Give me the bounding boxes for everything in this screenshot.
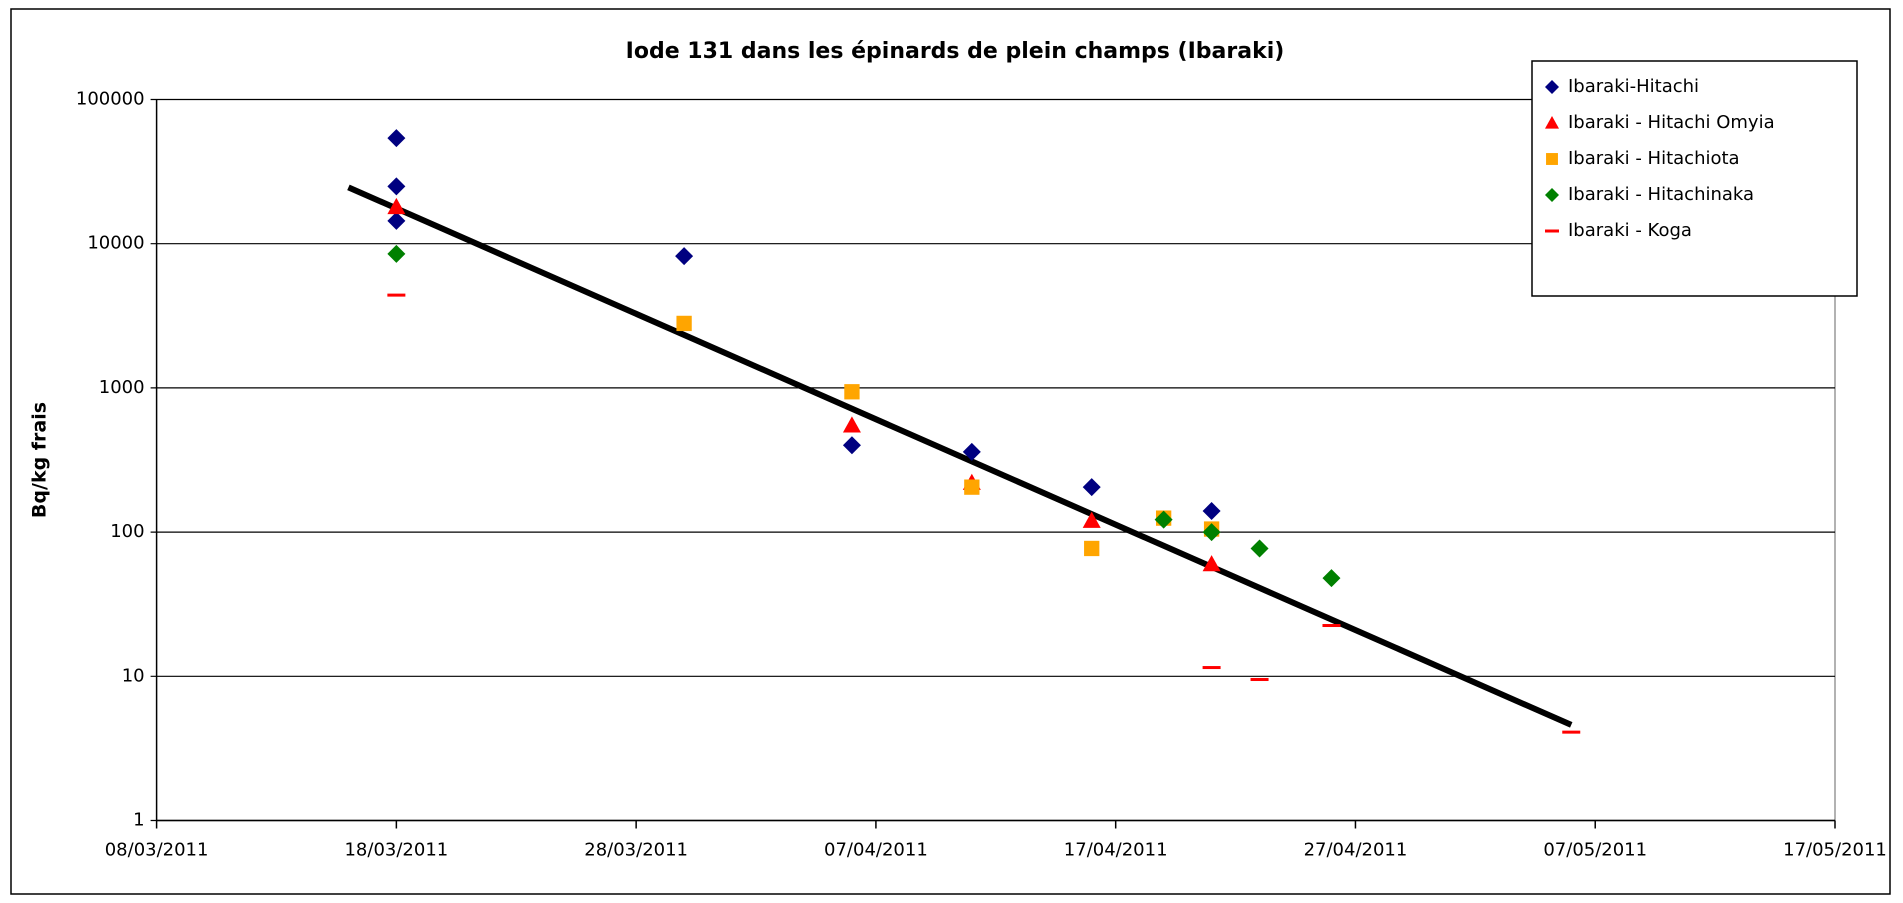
x-tick-label: 18/03/2011	[344, 840, 448, 861]
legend-label: Ibaraki-Hitachi	[1568, 76, 1699, 97]
legend-marker	[1545, 80, 1559, 94]
marker	[387, 129, 406, 148]
marker	[1250, 678, 1269, 682]
marker	[1562, 730, 1581, 734]
legend-marker	[1545, 229, 1559, 233]
marker	[387, 211, 406, 230]
legend-label: Ibaraki - Hitachinaka	[1568, 184, 1754, 205]
x-tick-label: 17/04/2011	[1064, 840, 1168, 861]
x-tick-label: 07/05/2011	[1543, 840, 1647, 861]
marker	[844, 384, 860, 400]
marker	[1084, 540, 1100, 557]
legend-marker	[1546, 153, 1558, 165]
x-tick-label: 27/04/2011	[1304, 840, 1408, 861]
marker	[842, 416, 861, 433]
marker	[1202, 523, 1221, 542]
y-tick-label: 1	[133, 810, 144, 831]
marker	[675, 247, 694, 266]
marker	[387, 293, 406, 297]
marker	[1202, 555, 1221, 572]
marker	[962, 442, 981, 461]
marker	[1154, 510, 1173, 529]
marker	[676, 315, 692, 332]
y-tick-label: 10	[122, 665, 145, 686]
chart-title: Iode 131 dans les épinards de plein cham…	[626, 39, 1285, 64]
marker	[1082, 511, 1101, 528]
x-tick-label: 17/05/2011	[1783, 840, 1887, 861]
legend-label: Ibaraki - Hitachiota	[1568, 148, 1740, 169]
y-tick-label: 10000	[87, 233, 144, 254]
marker	[842, 436, 861, 455]
marker	[1250, 539, 1269, 558]
y-axis-label: Bq/kg frais	[29, 402, 51, 518]
y-tick-label: 1000	[99, 377, 145, 398]
marker	[964, 479, 980, 495]
legend-label: Ibaraki - Koga	[1568, 220, 1692, 241]
marker	[387, 177, 406, 196]
legend-label: Ibaraki - Hitachi Omyia	[1568, 112, 1775, 133]
y-tick-label: 100000	[76, 89, 145, 110]
trendline	[347, 184, 1573, 728]
marker	[1322, 624, 1341, 628]
marker	[387, 244, 406, 263]
marker	[1202, 502, 1221, 521]
marker	[1322, 569, 1341, 588]
x-tick-label: 07/04/2011	[824, 840, 928, 861]
legend-box	[1531, 60, 1858, 297]
marker	[387, 197, 406, 215]
marker	[1202, 666, 1221, 670]
legend-marker	[1545, 116, 1559, 129]
marker	[1082, 478, 1101, 497]
y-tick-label: 100	[110, 521, 144, 542]
x-tick-label: 28/03/2011	[584, 840, 688, 861]
legend-marker	[1545, 188, 1559, 202]
x-tick-label: 08/03/2011	[105, 840, 209, 861]
